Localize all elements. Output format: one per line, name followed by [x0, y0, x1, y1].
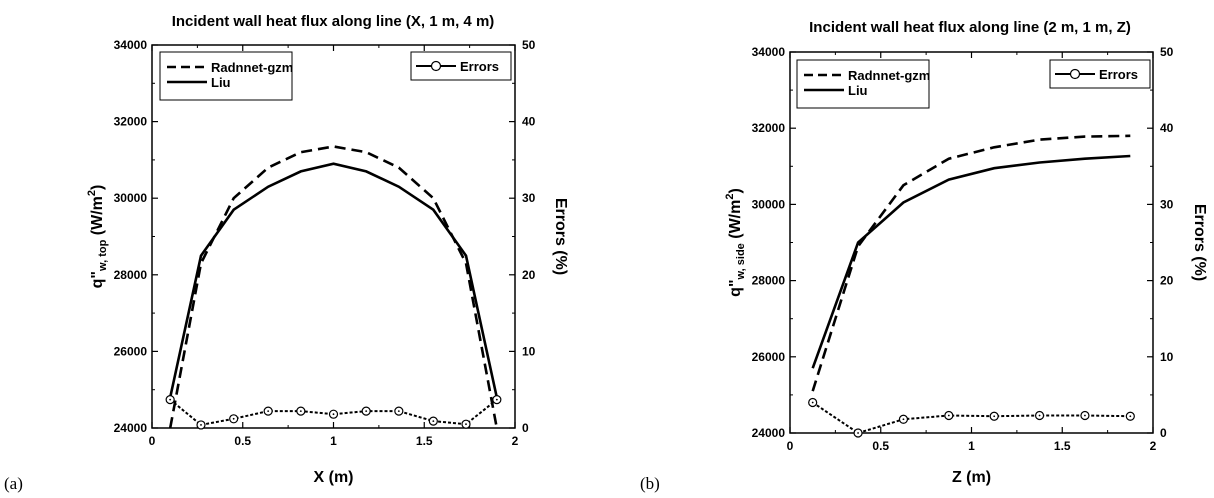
x-tick-label: 0 — [787, 439, 794, 453]
chart-panel-1: Incident wall heat flux along line (X, 1… — [4, 13, 569, 493]
y-tick-label: 24000 — [752, 426, 786, 440]
y2-tick-label: 40 — [1160, 121, 1174, 135]
y-tick-label: 26000 — [114, 344, 148, 358]
y-tick-label: 30000 — [752, 197, 786, 211]
y-tick-label: 28000 — [114, 268, 148, 282]
panel-label: (b) — [640, 474, 660, 493]
chart-panel-2: Incident wall heat flux along line (2 m,… — [640, 19, 1208, 493]
y-tick-label: 24000 — [114, 421, 148, 435]
error-point-dot — [496, 399, 498, 401]
y-tick-label: 32000 — [752, 121, 786, 135]
x-tick-label: 2 — [512, 434, 519, 448]
y-axis-label-part: ) — [727, 188, 744, 193]
y-tick-label: 30000 — [114, 191, 148, 205]
y-tick-label: 32000 — [114, 115, 148, 129]
y-tick-label: 26000 — [752, 350, 786, 364]
x-axis-label: X (m) — [314, 469, 354, 486]
legend-label-radnnet: Radnnet-gzm — [211, 60, 293, 75]
error-point-dot — [857, 432, 859, 434]
panel-label: (a) — [4, 474, 23, 493]
x-tick-label: 0.5 — [872, 439, 889, 453]
plot-area — [170, 147, 497, 429]
y2-tick-label: 10 — [1160, 350, 1174, 364]
y-tick-label: 34000 — [114, 38, 148, 52]
y2-tick-label: 20 — [522, 268, 536, 282]
x-tick-label: 1.5 — [1054, 439, 1071, 453]
x-tick-label: 0 — [149, 434, 156, 448]
plot-area — [813, 136, 1131, 433]
legend-marker-errors — [1071, 70, 1080, 79]
chart-title: Incident wall heat flux along line (2 m,… — [809, 19, 1131, 36]
y-axis-label-part: q" — [89, 271, 106, 288]
legend-label-errors: Errors — [460, 59, 499, 74]
x-tick-label: 0.5 — [234, 434, 251, 448]
error-point-dot — [1084, 415, 1086, 417]
x-tick-label: 2 — [1150, 439, 1157, 453]
y2-tick-label: 50 — [522, 38, 536, 52]
y2-tick-label: 30 — [522, 191, 536, 205]
y-axis-label-part: q" — [727, 279, 744, 296]
series-line-liu — [170, 164, 497, 398]
error-point-dot — [465, 423, 467, 425]
plot-frame — [152, 45, 515, 428]
y-axis-label-part: w, side — [735, 243, 747, 280]
legend-label-liu: Liu — [211, 75, 231, 90]
error-point-dot — [233, 418, 235, 420]
legend-marker-errors — [432, 62, 441, 71]
error-point-dot — [1039, 415, 1041, 417]
error-point-dot — [300, 410, 302, 412]
y2-tick-label: 40 — [522, 115, 536, 129]
y2-tick-label: 50 — [1160, 45, 1174, 59]
legend-label-liu: Liu — [848, 83, 868, 98]
y2-tick-label: 20 — [1160, 274, 1174, 288]
error-point-dot — [948, 415, 950, 417]
y2-tick-label: 10 — [522, 344, 536, 358]
y-axis-label: q"w, top (W/m2) — [86, 185, 109, 289]
series-line-radnnet-gzm — [170, 147, 497, 429]
y-tick-label: 28000 — [752, 274, 786, 288]
error-point-dot — [398, 410, 400, 412]
y2-tick-label: 0 — [1160, 426, 1167, 440]
error-point-dot — [903, 418, 905, 420]
y-axis-label-part: ) — [89, 185, 106, 190]
plot-frame — [790, 52, 1153, 433]
error-point-dot — [169, 399, 171, 401]
error-point-dot — [1129, 415, 1131, 417]
chart-title: Incident wall heat flux along line (X, 1… — [172, 13, 495, 30]
x-tick-label: 1 — [968, 439, 975, 453]
legend-label-errors: Errors — [1099, 67, 1138, 82]
series-line-liu — [813, 156, 1131, 368]
x-tick-label: 1.5 — [416, 434, 433, 448]
y2-axis-label: Errors (%) — [1191, 204, 1208, 281]
y-axis-label-part: (W/m — [727, 200, 744, 244]
y-tick-label: 34000 — [752, 45, 786, 59]
error-point-dot — [993, 415, 995, 417]
error-point-dot — [200, 424, 202, 426]
error-point-dot — [812, 402, 814, 404]
error-point-dot — [365, 410, 367, 412]
y-axis-label: q"w, side (W/m2) — [724, 188, 747, 297]
x-tick-label: 1 — [330, 434, 337, 448]
error-point-dot — [267, 410, 269, 412]
x-axis-label: Z (m) — [952, 469, 991, 486]
error-point-dot — [333, 413, 335, 415]
y-axis-label-part: w, top — [97, 239, 109, 272]
error-point-dot — [432, 420, 434, 422]
y2-axis-label: Errors (%) — [552, 198, 569, 275]
y2-tick-label: 30 — [1160, 197, 1174, 211]
legend-label-radnnet: Radnnet-gzm — [848, 68, 930, 83]
y-axis-label-part: (W/m — [89, 196, 106, 240]
y2-tick-label: 0 — [522, 421, 529, 435]
